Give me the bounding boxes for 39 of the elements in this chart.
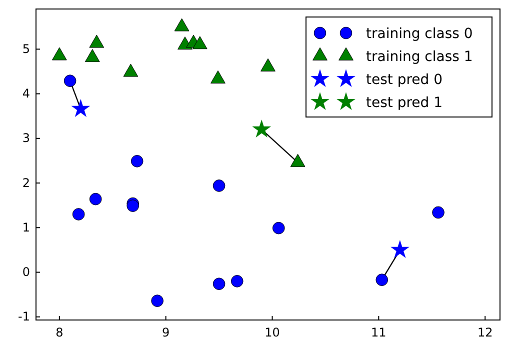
point [123, 64, 138, 77]
point [174, 18, 190, 32]
point [290, 154, 306, 167]
point [72, 208, 85, 220]
x-tick-label: 10 [264, 326, 280, 340]
legend-label: test pred 0 [366, 72, 443, 88]
point [230, 275, 244, 288]
x-tick-label: 12 [477, 326, 493, 340]
point [89, 192, 102, 206]
point [126, 200, 140, 212]
point [272, 222, 285, 234]
y-tick-label: 1 [22, 220, 30, 234]
point [192, 36, 208, 50]
y-tick-label: 5 [22, 42, 30, 56]
point [151, 294, 164, 307]
y-tick-label: -1 [18, 310, 30, 324]
y-tick-label: 2 [22, 176, 30, 190]
point [260, 58, 276, 72]
point [89, 34, 104, 48]
point [52, 47, 67, 60]
y-tick-label: 0 [22, 265, 30, 280]
point [130, 155, 144, 168]
legend-label: test pred 1 [366, 94, 443, 111]
legend-label: training class 0 [366, 26, 473, 42]
point [432, 206, 444, 219]
x-tick-label: 11 [371, 326, 386, 340]
point [71, 99, 90, 117]
point [210, 70, 226, 84]
x-tick-label: 8 [56, 326, 64, 340]
y-tick-label: 3 [22, 131, 30, 146]
legend-label: training class 1 [366, 48, 473, 65]
point [212, 278, 226, 290]
point [390, 240, 410, 258]
y-tick-label: 4 [22, 86, 30, 101]
point [212, 180, 226, 192]
point [376, 274, 388, 286]
point [252, 120, 272, 138]
point [84, 49, 100, 62]
x-tick-label: 9 [162, 326, 170, 340]
